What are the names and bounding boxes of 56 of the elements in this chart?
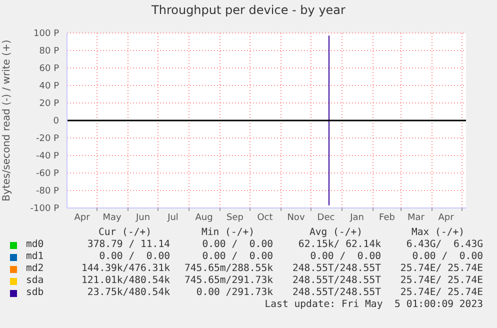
text: Avg (-/+) <box>308 227 364 238</box>
text: 0.00 / 0.00 <box>202 239 273 250</box>
x-tick-label: Feb <box>379 213 396 223</box>
text: 6.43G/ 6.43G <box>406 239 483 250</box>
x-tick-label: Jun <box>134 213 150 223</box>
x-tick-label: Sep <box>226 213 244 223</box>
y-tick-label: 60 P <box>39 64 60 74</box>
text: Max (-/+) <box>410 227 466 238</box>
x-tick-label: Aug <box>195 213 213 223</box>
legend-label: md0 <box>26 239 44 250</box>
y-axis-title: Bytes/second read (-) / write (+) <box>2 40 13 202</box>
y-tick-label: 40 P <box>39 82 60 92</box>
x-tick-label: Oct <box>257 213 274 223</box>
legend-label: sdb <box>26 287 44 298</box>
x-tick-label: Nov <box>287 213 306 223</box>
x-tick-label: Mar <box>408 213 425 223</box>
text: 0.00 / 0.00 <box>310 251 381 262</box>
text: 248.55T/248.55T <box>292 263 381 274</box>
x-tick-label: Jul <box>166 213 178 223</box>
text: 62.15k/ 62.14k <box>298 239 381 250</box>
y-tick-label: 20 P <box>39 99 60 110</box>
text: 25.74E/ 25.74E <box>400 287 483 298</box>
text: 0.00 / 0.00 <box>98 251 170 262</box>
text: 378.79 / 11.14 <box>86 239 170 250</box>
x-tick-label: Apr <box>74 213 90 223</box>
text: 0.00 / 0.00 <box>202 251 273 262</box>
x-tick-label: Dec <box>317 213 335 223</box>
x-tick-label: Apr <box>438 213 454 223</box>
text: 25.74E/ 25.74E <box>400 263 483 274</box>
y-tick-label: -60 P <box>36 169 60 180</box>
text: 0.00 /291.73k <box>196 287 273 298</box>
y-tick-label: -40 P <box>36 152 60 162</box>
legend-label: sda <box>26 275 44 286</box>
y-tick-label: -100 P <box>30 204 60 214</box>
legend-label: md2 <box>26 263 44 274</box>
chart-title: Throughput per device - by year <box>150 3 346 17</box>
y-tick-label: 80 P <box>39 46 60 57</box>
text: 248.55T/248.55T <box>292 275 381 286</box>
x-tick-label: May <box>102 213 122 223</box>
text: 25.74E/ 25.74E <box>400 275 483 286</box>
text: 23.75k/480.54k <box>86 287 170 298</box>
text: Cur (-/+) <box>97 227 153 238</box>
y-tick-label: 100 P <box>34 29 60 40</box>
y-tick-label: -20 P <box>36 134 60 144</box>
text: 0.00 / 0.00 <box>412 251 483 262</box>
text: Last update: Fri May 5 01:00:09 2023 <box>264 299 483 310</box>
x-tick-label: Jan <box>349 213 364 223</box>
text: 745.65m/288.55k <box>184 263 273 274</box>
y-tick-label: 0 <box>53 116 60 127</box>
y-tick-label: -80 P <box>36 186 60 197</box>
legend-label: md1 <box>26 251 44 262</box>
text: 121.01k/480.54k <box>80 275 170 286</box>
text: 144.39k/476.31k <box>80 263 170 274</box>
text: Min (-/+) <box>200 227 256 238</box>
text: 745.65m/291.73k <box>184 275 273 286</box>
text: 248.55T/248.55T <box>292 287 381 298</box>
